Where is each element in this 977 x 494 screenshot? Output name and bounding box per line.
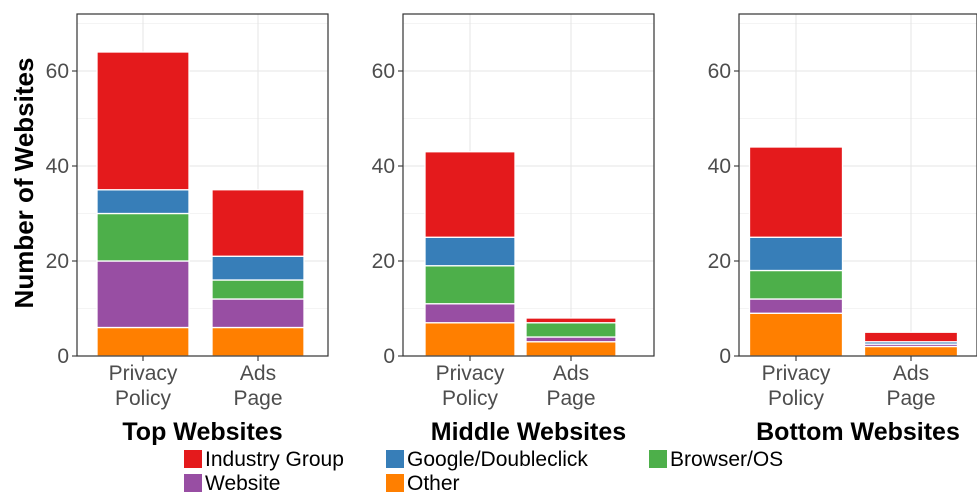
y-axis-title: Number of Websites — [9, 58, 39, 309]
y-tick-label: 60 — [46, 60, 69, 83]
y-tick-label: 40 — [372, 155, 395, 178]
bar-segment — [96, 189, 190, 215]
legend-item: Website — [184, 472, 280, 494]
bar-segment — [748, 269, 844, 300]
y-tick-label: 20 — [372, 250, 395, 273]
bar-segment — [211, 279, 305, 300]
legend-label: Industry Group — [205, 448, 344, 471]
panel-title: Middle Websites — [431, 418, 626, 446]
bar-segment — [525, 317, 617, 324]
panel-border — [402, 13, 655, 357]
legend-label: Other — [407, 472, 460, 494]
bar-segment — [424, 236, 516, 267]
legend-swatch — [386, 474, 404, 492]
bar-segment — [424, 151, 516, 238]
y-tick-label: 60 — [372, 60, 395, 83]
x-tick-label: Page — [233, 387, 282, 410]
legend-item: Browser/OS — [649, 448, 783, 471]
bar-segment — [863, 331, 959, 343]
y-tick-label: 0 — [719, 345, 731, 368]
bar-segment — [424, 303, 516, 324]
bar-segment — [748, 146, 844, 238]
bar-segment — [211, 255, 305, 281]
bar-segment — [211, 298, 305, 329]
bar-segment — [863, 345, 959, 357]
legend-item: Other — [386, 472, 460, 494]
legend-item: Industry Group — [184, 448, 344, 471]
x-tick-label: Policy — [442, 387, 499, 410]
bar-segment — [424, 322, 516, 357]
legend-label: Website — [205, 472, 280, 494]
bar-segment — [96, 260, 190, 329]
x-tick-label: Page — [546, 387, 595, 410]
panel-border — [738, 13, 977, 357]
legend: Industry Group Google/Doubleclick Browser/… — [184, 448, 783, 494]
legend-swatch — [649, 450, 667, 468]
x-tick-label: Ads — [240, 362, 276, 385]
bar-segment — [211, 326, 305, 357]
y-tick-label: 0 — [383, 345, 395, 368]
bar-segment — [525, 322, 617, 338]
y-tick-label: 40 — [46, 155, 69, 178]
y-tick-label: 0 — [57, 345, 69, 368]
bar-segment — [525, 341, 617, 357]
bar-segment — [211, 189, 305, 257]
x-tick-label: Page — [886, 387, 935, 410]
legend-swatch — [184, 474, 202, 492]
legend-label: Google/Doubleclick — [407, 448, 588, 471]
bar-segment — [96, 326, 190, 357]
x-tick-label: Privacy — [436, 362, 505, 385]
legend-swatch — [184, 450, 202, 468]
x-tick-label: Privacy — [762, 362, 831, 385]
legend-item: Google/Doubleclick — [386, 448, 588, 471]
x-tick-label: Privacy — [109, 362, 178, 385]
bar-segment — [748, 236, 844, 272]
bar-segment — [424, 265, 516, 305]
panel-title: Bottom Websites — [756, 418, 960, 446]
y-tick-label: 60 — [708, 60, 731, 83]
x-tick-label: Policy — [115, 387, 172, 410]
bar-segment — [96, 51, 190, 191]
panel-border — [76, 13, 329, 357]
y-tick-label: 20 — [708, 250, 731, 273]
legend-swatch — [386, 450, 404, 468]
y-tick-label: 40 — [708, 155, 731, 178]
y-tick-label: 20 — [46, 250, 69, 273]
bar-segment — [748, 298, 844, 314]
bar-segment — [748, 312, 844, 357]
legend-label: Browser/OS — [670, 448, 783, 471]
x-tick-label: Policy — [768, 387, 825, 410]
bar-segment — [525, 336, 617, 343]
x-tick-label: Ads — [553, 362, 589, 385]
x-tick-label: Ads — [893, 362, 929, 385]
panel-title: Top Websites — [122, 418, 282, 446]
bar-segment — [96, 212, 190, 262]
